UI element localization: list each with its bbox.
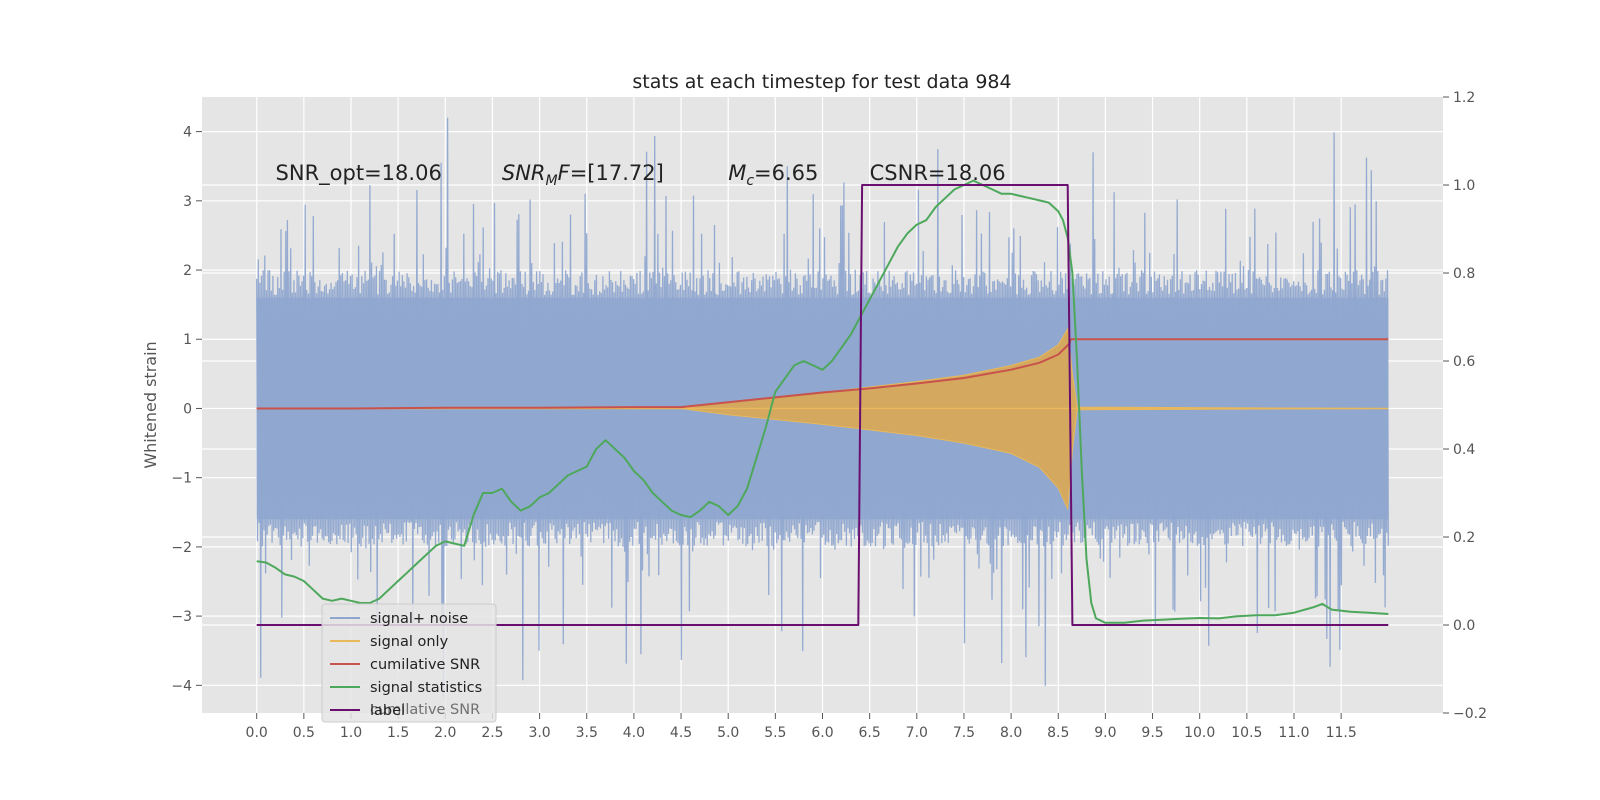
- x-tick-label: 2.5: [481, 725, 503, 741]
- x-tick-label: 1.0: [340, 725, 362, 741]
- x-tick-label: 1.5: [387, 725, 409, 741]
- y-axis-left: −4 −3 −2 −1 0 1 2 3 4: [171, 125, 202, 694]
- legend-entry: signal+ noise: [370, 611, 468, 627]
- x-tick-label: 0.5: [293, 725, 315, 741]
- legend: cumilative SNR signal+ noise signal only cu…: [321, 603, 497, 723]
- x-tick-label: 3.0: [528, 725, 550, 741]
- y-right-tick-label: −0.2: [1453, 706, 1487, 722]
- y-right-tick-label: 1.0: [1453, 178, 1475, 194]
- x-tick-label: 10.5: [1231, 725, 1262, 741]
- x-tick-label: 5.5: [764, 725, 786, 741]
- legend-ghost-text: cumilative SNR: [370, 702, 480, 718]
- annotation-4: CSNR=18.06: [870, 161, 1006, 185]
- x-axis: 0.0 0.5 1.0 1.5 2.0 2.5 3.0 3.5 4.0 4.5 5.0 5.5 6.0 6…: [246, 713, 1357, 741]
- x-tick-label: 7.5: [953, 725, 975, 741]
- x-tick-label: 8.5: [1047, 725, 1069, 741]
- y-tick-label: −4: [171, 678, 192, 694]
- y-tick-label: 1: [183, 332, 192, 348]
- x-tick-label: 2.0: [434, 725, 456, 741]
- series-layer: [256, 117, 1389, 700]
- y-tick-label: −1: [171, 471, 192, 487]
- y-right-tick-label: 0.2: [1453, 530, 1475, 546]
- x-tick-label: 6.5: [859, 725, 881, 741]
- y-axis-right: −0.2 0.0 0.2 0.4 0.6 0.8 1.0 1.2: [1443, 90, 1487, 722]
- x-tick-label: 7.0: [906, 725, 928, 741]
- y-right-tick-label: 0.8: [1453, 266, 1475, 282]
- y-tick-label: 2: [183, 263, 192, 279]
- y-tick-label: −2: [171, 540, 192, 556]
- series-signal-statistics: [256, 179, 1389, 624]
- legend-entry: label: [370, 703, 405, 719]
- x-tick-label: 0.0: [246, 725, 268, 741]
- x-tick-label: 11.0: [1278, 725, 1309, 741]
- annotation-3: Mc=6.65: [728, 161, 818, 189]
- y-tick-label: −3: [171, 609, 192, 625]
- y-axis-label: Whitened strain: [141, 341, 160, 468]
- series-cumilative-snr: [256, 338, 1389, 410]
- legend-box: [321, 603, 497, 723]
- annotation-2: SNRMF=[17.72]: [502, 161, 664, 189]
- y-right-tick-label: 0.0: [1453, 618, 1475, 634]
- x-tick-label: 6.0: [811, 725, 833, 741]
- x-tick-label: 4.5: [670, 725, 692, 741]
- y-right-tick-label: 0.4: [1453, 442, 1475, 458]
- y-tick-label: 4: [183, 125, 192, 141]
- x-tick-label: 8.0: [1000, 725, 1022, 741]
- x-tick-label: 10.0: [1184, 725, 1215, 741]
- x-tick-label: 9.0: [1094, 725, 1116, 741]
- x-tick-label: 5.0: [717, 725, 739, 741]
- x-tick-label: 9.5: [1141, 725, 1163, 741]
- legend-entry: cumilative SNR: [370, 657, 480, 673]
- y-right-tick-label: 1.2: [1453, 90, 1475, 106]
- series-label: [256, 184, 1389, 626]
- y-right-tick-label: 0.6: [1453, 354, 1475, 370]
- annotations: SNR_opt=18.06 SNRMF=[17.72] Mc=6.65 CSNR=18…: [276, 161, 1006, 189]
- x-tick-label: 3.5: [576, 725, 598, 741]
- legend-entry: signal statistics: [370, 680, 482, 696]
- legend-entry: signal only: [370, 634, 449, 650]
- x-tick-label: 4.0: [623, 725, 645, 741]
- y-tick-label: 3: [183, 194, 192, 210]
- chart-title: stats at each timestep for test data 984: [632, 71, 1011, 93]
- x-tick-label: 11.5: [1326, 725, 1357, 741]
- annotation-1: SNR_opt=18.06: [276, 161, 442, 186]
- y-tick-label: 0: [183, 401, 192, 417]
